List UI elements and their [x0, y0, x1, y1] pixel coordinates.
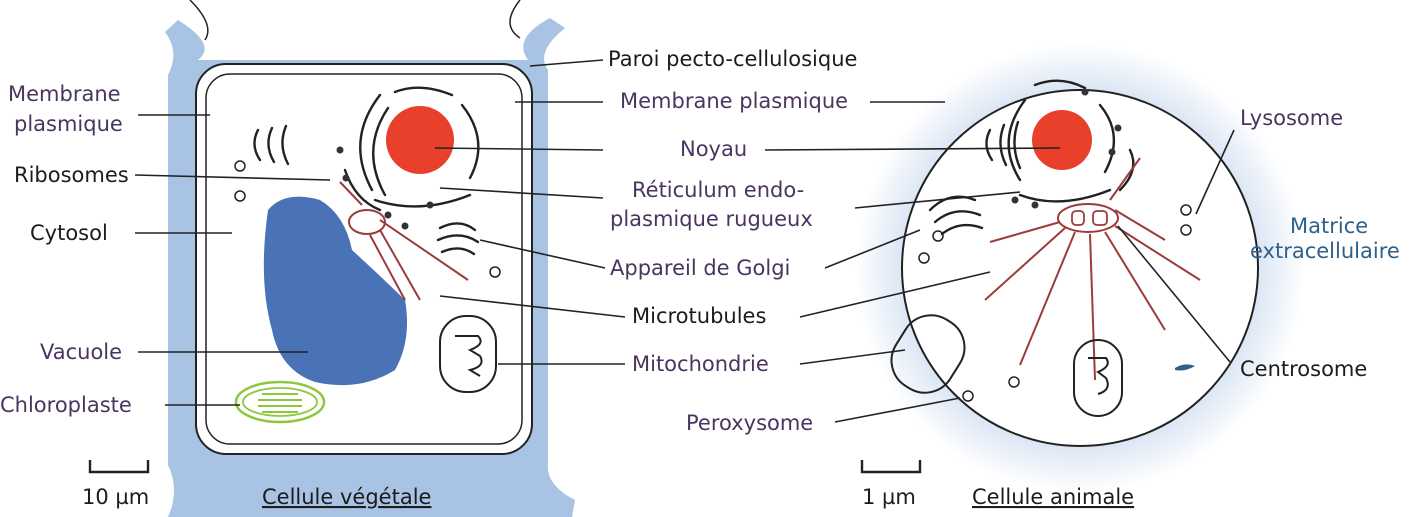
animal-caption: Cellule animale [972, 485, 1134, 509]
animal-microtubules [984, 157, 1201, 381]
label-matrix-line2: extracellulaire [1250, 239, 1400, 263]
animal-rer [1007, 79, 1135, 203]
label-nucleus: Noyau [680, 137, 747, 161]
animal-mitochondria-2 [1073, 339, 1123, 417]
animal-cytoplasm [901, 89, 1259, 447]
label-peroxisome: Peroxysome [686, 411, 813, 435]
label-vacuole: Vacuole [40, 340, 122, 364]
label-lysosome: Lysosome [1240, 106, 1343, 130]
label-cytosol: Cytosol [30, 221, 108, 245]
plant-cell [88, 0, 575, 517]
animal-centrosome [1057, 203, 1119, 233]
animal-golgi [928, 195, 984, 236]
plant-cytoplasm [195, 63, 533, 455]
animal-scale-bar [860, 460, 922, 474]
label-matrix-line1: Matrice [1290, 214, 1368, 238]
label-cell-wall: Paroi pecto-cellulosique [608, 47, 857, 71]
animal-mitochondria-1 [890, 314, 966, 394]
plant-golgi-left [253, 124, 290, 166]
plant-nucleus [386, 106, 454, 174]
plant-scale-label: 10 µm [82, 485, 149, 509]
label-golgi: Appareil de Golgi [610, 256, 790, 280]
plant-vacuole [263, 196, 408, 386]
label-rer-line2: plasmique rugueux [610, 207, 813, 231]
label-mitochondria: Mitochondrie [632, 352, 769, 376]
label-microtubules: Microtubules [632, 304, 766, 328]
plant-scale-bar [88, 460, 150, 474]
plant-mitochondria [439, 315, 497, 393]
animal-cell [855, 43, 1305, 493]
label-ribosomes: Ribosomes [14, 163, 129, 187]
label-centrosome: Centrosome [1240, 357, 1367, 381]
label-membrane-line2: plasmique [14, 112, 123, 136]
animal-scale-label: 1 µm [862, 485, 916, 509]
plant-chloroplast [234, 380, 326, 424]
plant-caption: Cellule végétale [262, 485, 431, 509]
animal-golgi-left [985, 120, 1022, 170]
plant-rer [343, 86, 480, 212]
label-plasma-membrane: Membrane plasmique [620, 89, 848, 113]
plant-golgi [436, 222, 480, 256]
animal-nucleus [1032, 110, 1092, 170]
label-rer-line1: Réticulum endo- [632, 178, 804, 202]
label-chloroplast: Chloroplaste [0, 393, 132, 417]
label-membrane-line1: Membrane [8, 82, 121, 106]
center-leaders [434, 59, 1061, 423]
